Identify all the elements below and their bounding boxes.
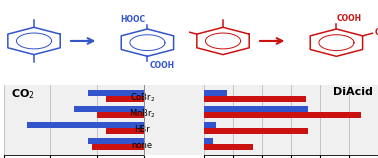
Bar (88, 90, 144, 96)
Bar (204, 122, 216, 128)
Bar (204, 144, 253, 150)
Bar (74, 106, 144, 112)
Bar (97, 112, 144, 118)
Bar (204, 112, 361, 118)
Bar (27, 122, 144, 128)
Text: HOOC: HOOC (121, 15, 146, 24)
Bar (204, 128, 308, 134)
Bar (204, 106, 308, 112)
Bar (106, 96, 144, 102)
Bar (92, 144, 144, 150)
Bar (88, 138, 144, 144)
Text: COOH: COOH (336, 14, 361, 23)
Text: COOH: COOH (149, 61, 174, 70)
Bar (204, 96, 305, 102)
Text: COOH: COOH (375, 28, 378, 37)
Bar (106, 128, 144, 134)
Bar (204, 90, 227, 96)
Text: DiAcid: DiAcid (333, 87, 373, 97)
Text: CO$_2$: CO$_2$ (11, 87, 35, 100)
Bar (204, 138, 213, 144)
